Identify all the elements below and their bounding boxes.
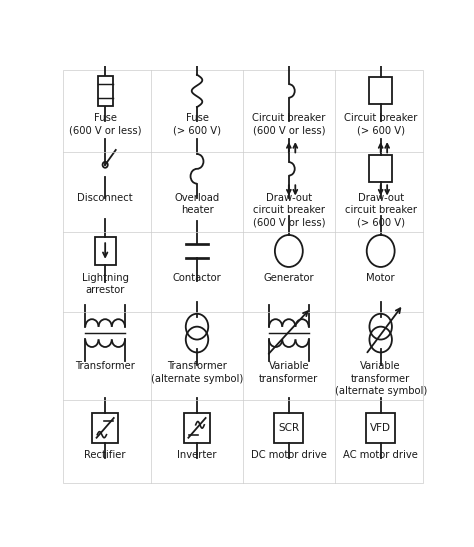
Text: Variable
transformer
(alternate symbol): Variable transformer (alternate symbol) [335, 362, 427, 396]
Text: VFD: VFD [370, 423, 391, 433]
Bar [184, 412, 210, 443]
Text: Lightning
arrestor: Lightning arrestor [82, 273, 128, 295]
Text: Disconnect: Disconnect [77, 193, 133, 203]
Text: Contactor: Contactor [173, 273, 221, 283]
Bar [369, 78, 392, 104]
Bar [274, 412, 303, 443]
Text: Fuse
(> 600 V): Fuse (> 600 V) [173, 113, 221, 135]
Text: SCR: SCR [278, 423, 300, 433]
Text: Transformer
(alternate symbol): Transformer (alternate symbol) [151, 362, 243, 383]
Text: Rectifier: Rectifier [84, 450, 126, 460]
Text: Variable
transformer: Variable transformer [259, 362, 319, 383]
Bar [366, 412, 395, 443]
Text: Fuse
(600 V or less): Fuse (600 V or less) [69, 113, 141, 135]
Text: Circuit breaker
(600 V or less): Circuit breaker (600 V or less) [252, 113, 326, 135]
Text: AC motor drive: AC motor drive [343, 450, 418, 460]
Text: Inverter: Inverter [177, 450, 217, 460]
Text: Draw-out
circuit breaker
(600 V or less): Draw-out circuit breaker (600 V or less) [253, 193, 325, 228]
Text: Motor: Motor [366, 273, 395, 283]
Text: DC motor drive: DC motor drive [251, 450, 327, 460]
Text: Overload
heater: Overload heater [174, 193, 219, 215]
Text: Circuit breaker
(> 600 V): Circuit breaker (> 600 V) [344, 113, 418, 135]
Bar [98, 76, 113, 106]
Text: Draw-out
circuit breaker
(> 600 V): Draw-out circuit breaker (> 600 V) [345, 193, 417, 228]
Text: Transformer: Transformer [75, 362, 135, 371]
Text: Generator: Generator [264, 273, 314, 283]
Bar [94, 237, 116, 265]
Bar [369, 155, 392, 182]
Bar [92, 412, 118, 443]
